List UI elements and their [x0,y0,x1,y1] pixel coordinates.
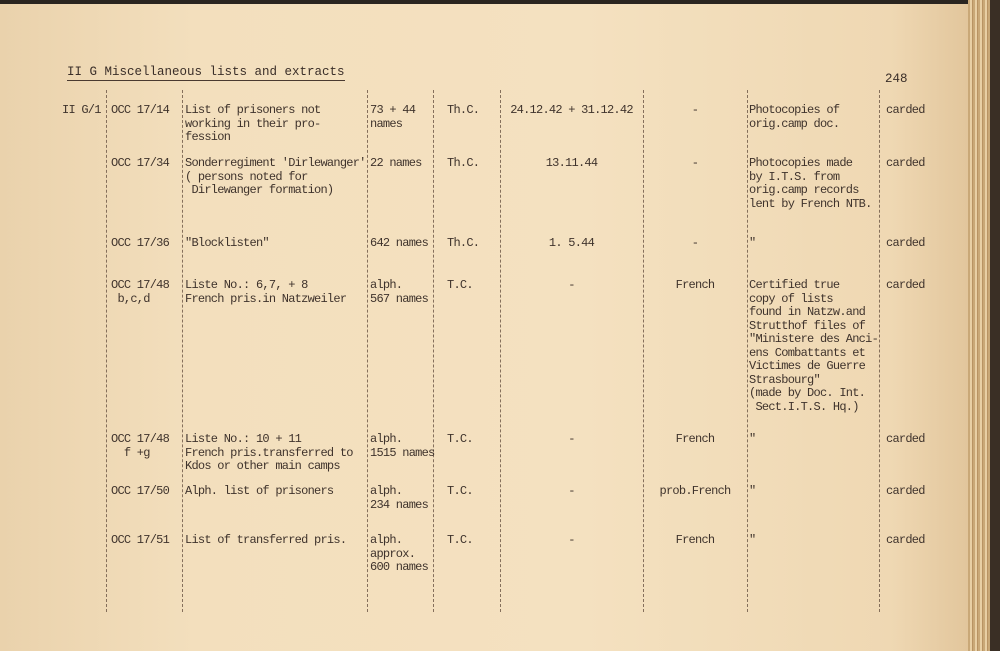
cell-description: List of prisoners not working in their p… [185,103,321,144]
cell-type: Th.C. [447,156,480,170]
cell-nationality: prob.French [659,484,732,498]
column-divider [106,90,107,612]
column-divider [367,90,368,612]
cell-code: OCC 17/34 [111,156,170,170]
cell-remarks: " [749,484,756,498]
cell-nationality: - [691,236,699,250]
cell-nationality: - [691,103,699,117]
cell-remarks: " [749,432,756,446]
cell-dates: 24.12.42 + 31.12.42 [510,103,633,117]
cell-description: Alph. list of prisoners [185,484,334,498]
cell-dates: - [568,432,575,446]
cell-code: OCC 17/36 [111,236,170,250]
cell-code: OCC 17/48 b,c,d [111,278,170,306]
column-divider [500,90,501,612]
cell-nationality: French [675,278,715,292]
cell-count: alph. 567 names [370,278,429,306]
cell-status: carded [886,432,925,446]
section-ref: II G/1 [62,103,101,117]
column-divider [747,90,748,612]
column-divider [433,90,434,612]
cell-type: T.C. [447,278,474,292]
cell-status: carded [886,278,925,292]
page-number: 248 [885,72,908,86]
cell-status: carded [886,103,925,117]
cell-nationality: - [691,156,699,170]
cell-type: Th.C. [447,236,480,250]
cell-count: 642 names [370,236,429,250]
cell-code: OCC 17/51 [111,533,170,547]
section-heading: II G Miscellaneous lists and extracts [67,65,345,81]
cell-status: carded [886,484,925,498]
cell-type: T.C. [447,533,474,547]
cell-dates: 13.11.44 [545,156,598,170]
cell-count: 22 names [370,156,422,170]
cell-type: Th.C. [447,103,480,117]
cell-count: 73 + 44 names [370,103,416,131]
column-divider [879,90,880,612]
cell-nationality: French [675,533,715,547]
document-page [0,4,968,651]
cell-dates: 1. 5.44 [548,236,595,250]
cell-dates: - [568,484,575,498]
cell-remarks: " [749,236,756,250]
cell-status: carded [886,156,925,170]
cell-dates: - [568,533,575,547]
cell-count: alph. 1515 names [370,432,435,460]
column-divider [182,90,183,612]
cell-description: Liste No.: 6,7, + 8 French pris.in Natzw… [185,278,347,306]
cell-type: T.C. [447,484,474,498]
cell-code: OCC 17/50 [111,484,170,498]
cell-status: carded [886,236,925,250]
column-divider [643,90,644,612]
cell-count: alph. approx. 600 names [370,533,429,574]
cell-type: T.C. [447,432,474,446]
cell-description: "Blocklisten" [185,236,270,250]
cell-remarks: " [749,533,756,547]
cell-status: carded [886,533,925,547]
cell-code: OCC 17/14 [111,103,170,117]
cell-remarks: Photocopies of orig.camp doc. [749,103,840,131]
cell-remarks: Certified true copy of lists found in Na… [749,278,879,414]
cell-description: List of transferred pris. [185,533,347,547]
cell-dates: - [568,278,575,292]
cell-description: Sonderregiment 'Dirlewanger' ( persons n… [185,156,366,197]
cell-code: OCC 17/48 f +g [111,432,170,460]
book-binding-edge [990,0,1000,651]
cell-count: alph. 234 names [370,484,429,512]
cell-description: Liste No.: 10 + 11 French pris.transferr… [185,432,353,473]
cell-remarks: Photocopies made by I.T.S. from orig.cam… [749,156,872,211]
cell-nationality: French [675,432,715,446]
